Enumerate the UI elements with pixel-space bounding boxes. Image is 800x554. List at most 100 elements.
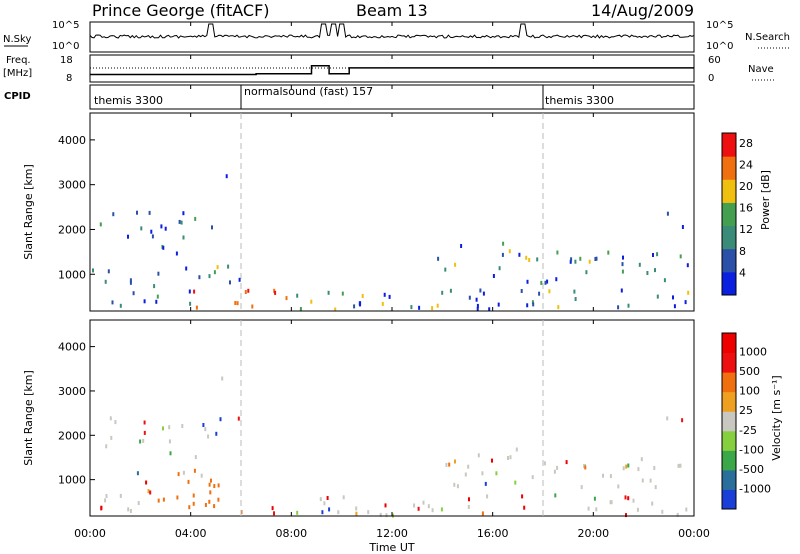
heatmap-cell	[544, 280, 547, 285]
colorbar-swatch	[722, 333, 736, 354]
heatmap-cell	[556, 465, 559, 470]
cpid-segment-3: themis 3300	[545, 94, 614, 107]
heatmap-cell	[620, 288, 623, 293]
heatmap-cell	[105, 444, 108, 449]
heatmap-cell	[321, 510, 324, 515]
heatmap-cell	[536, 257, 539, 262]
heatmap-cell	[492, 274, 495, 278]
beam-title: Beam 13	[356, 1, 428, 20]
heatmap-cell	[543, 461, 546, 466]
heatmap-cell	[221, 376, 224, 381]
cpid-label: CPID	[4, 91, 31, 102]
cpid-segment-1: themis 3300	[94, 94, 163, 107]
heatmap-cell	[531, 300, 534, 305]
velocity-colorbar-label: Velocity [m s⁻¹]	[770, 375, 783, 460]
heatmap-cell	[609, 474, 612, 479]
heatmap-cell	[625, 464, 628, 469]
heatmap-cell	[215, 431, 218, 436]
heatmap-cell	[178, 219, 181, 224]
heatmap-cell	[237, 416, 240, 421]
heatmap-cell	[467, 505, 470, 509]
nsky-strip: N.Sky 10^5 10^0 10^5 10^0 N.Search	[3, 20, 790, 53]
heatmap-cell	[143, 430, 146, 435]
heatmap-cell	[445, 462, 448, 467]
nave-tick-low: 0	[708, 73, 714, 84]
heatmap-cell	[299, 307, 302, 311]
heatmap-cell	[342, 495, 345, 500]
y-tick-label: 4000	[58, 134, 86, 147]
heatmap-cell	[188, 505, 191, 510]
heatmap-cell	[238, 277, 241, 282]
heatmap-cell	[194, 455, 197, 460]
heatmap-cell	[361, 294, 364, 298]
heatmap-cell	[127, 234, 129, 239]
heatmap-cell	[384, 503, 387, 508]
heatmap-cell	[182, 470, 185, 475]
heatmap-cell	[112, 212, 115, 217]
colorbar-frame	[721, 132, 737, 296]
heatmap-cell	[150, 229, 153, 234]
power-colorbar-tick: 8	[739, 245, 746, 258]
heatmap-cell	[182, 211, 185, 216]
velocity-colorbar-tick: -500	[739, 463, 764, 476]
heatmap-cell	[132, 291, 135, 296]
heatmap-cell	[326, 496, 329, 500]
heatmap-cell	[440, 507, 443, 512]
colorbar-swatch	[722, 156, 736, 180]
heatmap-cell	[488, 307, 491, 312]
heatmap-cell	[523, 505, 526, 510]
y-tick-label: 1000	[58, 268, 86, 281]
heatmap-cell	[587, 506, 590, 511]
heatmap-cell	[476, 307, 479, 312]
heatmap-cell	[585, 270, 588, 275]
heatmap-cell	[153, 284, 156, 289]
heatmap-cell	[156, 294, 159, 299]
heatmap-cell	[622, 255, 624, 260]
heatmap-cell	[202, 423, 205, 427]
heatmap-cell	[646, 271, 649, 275]
heatmap-cell	[507, 456, 509, 460]
heatmap-cell	[685, 507, 688, 512]
heatmap-cell	[273, 511, 275, 516]
velocity-colorbar-tick: 1000	[739, 346, 767, 359]
freq-label-2: [MHz]	[3, 68, 32, 79]
heatmap-cell	[632, 498, 635, 503]
heatmap-cell	[296, 510, 299, 515]
heatmap-cell	[381, 301, 384, 306]
heatmap-cell	[672, 295, 674, 300]
velocity-colorbar-tick: 25	[739, 404, 753, 417]
heatmap-cell	[475, 297, 478, 302]
nave-tick-high: 60	[708, 55, 721, 66]
heatmap-cell	[162, 497, 165, 502]
heatmap-cell	[454, 459, 456, 464]
x-tick-label: 08:00	[275, 527, 307, 540]
heatmap-cell	[617, 305, 620, 310]
heatmap-cell	[436, 303, 439, 308]
heatmap-cell	[569, 259, 572, 264]
station-title: Prince George (fitACF)	[92, 1, 270, 20]
heatmap-cell	[502, 241, 505, 246]
freq-tick-low: 8	[66, 73, 72, 84]
heatmap-cell	[353, 304, 356, 309]
heatmap-cell	[104, 498, 107, 503]
power-y-ticks: 1000 2000 3000 4000	[58, 134, 95, 281]
nsearch-tick-high: 10^5	[706, 20, 733, 31]
heatmap-cell	[194, 216, 197, 221]
heatmap-cell	[383, 292, 386, 297]
heatmap-cell	[176, 495, 179, 500]
heatmap-cell	[617, 484, 620, 489]
heatmap-cell	[192, 493, 195, 498]
y-tick-label: 3000	[58, 385, 86, 398]
heatmap-cell	[521, 494, 524, 499]
heatmap-cell	[686, 263, 689, 268]
heatmap-cell	[656, 252, 659, 257]
heatmap-cell	[204, 427, 207, 432]
heatmap-cell	[198, 275, 201, 280]
heatmap-cell	[110, 435, 113, 440]
heatmap-cell	[422, 500, 425, 505]
heatmap-cell	[583, 464, 586, 468]
heatmap-cell	[538, 291, 541, 296]
freq-label-1: Freq.	[6, 55, 31, 66]
heatmap-cell	[486, 494, 489, 499]
heatmap-cell	[514, 480, 517, 485]
